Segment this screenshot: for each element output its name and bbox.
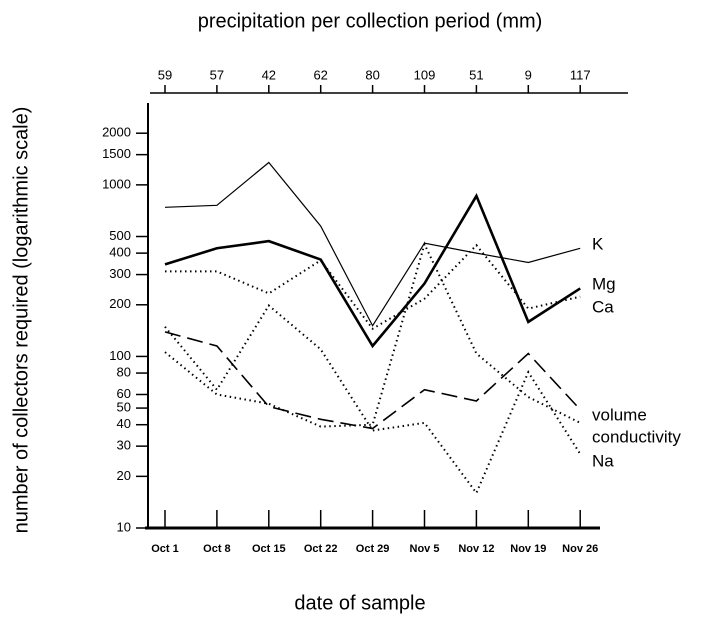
y-tick-label: 30	[117, 438, 131, 453]
x-tick-label: Nov 26	[562, 543, 598, 555]
top-value-label: 57	[210, 67, 224, 82]
y-tick-label: 200	[109, 296, 131, 311]
series-name: conductivity	[592, 427, 681, 446]
y-tick-label: 100	[109, 348, 131, 363]
series-name: volume	[592, 405, 647, 424]
x-tick-label: Oct 8	[203, 543, 231, 555]
series-name: Ca	[592, 297, 614, 316]
series-line	[164, 331, 581, 430]
x-tick-label: Oct 29	[356, 543, 390, 555]
y-tick-label: 40	[117, 416, 131, 431]
series-line	[164, 241, 581, 428]
top-value-label: 109	[414, 67, 436, 82]
x-tick-label: Nov 12	[458, 543, 494, 555]
top-title: precipitation per collection period (mm)	[198, 10, 543, 32]
x-tick-label: Nov 5	[410, 543, 440, 555]
top-value-label: 59	[158, 67, 172, 82]
y-tick-label: 80	[117, 364, 131, 379]
x-tick-label: Oct 1	[151, 543, 179, 555]
y-tick-label: 1500	[102, 146, 131, 161]
series-line	[165, 243, 581, 331]
top-value-label: 80	[365, 67, 379, 82]
y-tick-label: 10	[117, 519, 131, 534]
top-value-label: 9	[525, 67, 532, 82]
y-tick-label: 2000	[102, 125, 131, 140]
y-tick-label: 50	[117, 400, 131, 415]
top-value-label: 117	[570, 67, 591, 82]
y-axis-label: number of collectors required (logarithm…	[10, 107, 32, 534]
series-line	[164, 161, 581, 327]
series-name: Mg	[592, 274, 616, 293]
x-axis-label: date of sample	[294, 592, 425, 614]
y-tick-label: 1000	[102, 176, 131, 191]
top-value-label: 42	[262, 67, 276, 82]
series-name: Na	[592, 451, 614, 470]
x-tick-label: Oct 22	[304, 543, 338, 555]
y-tick-label: 400	[109, 245, 131, 260]
series-name: K	[592, 234, 604, 253]
series-line	[164, 304, 582, 495]
x-tick-label: Oct 15	[252, 543, 286, 555]
y-tick-label: 500	[109, 228, 131, 243]
y-tick-label: 20	[117, 468, 131, 483]
top-value-label: 51	[469, 67, 483, 82]
x-tick-label: Nov 19	[510, 543, 546, 555]
series-line	[164, 193, 581, 349]
y-tick-label: 300	[109, 266, 131, 281]
top-value-label: 62	[313, 67, 327, 82]
y-tick-label: 60	[117, 386, 131, 401]
